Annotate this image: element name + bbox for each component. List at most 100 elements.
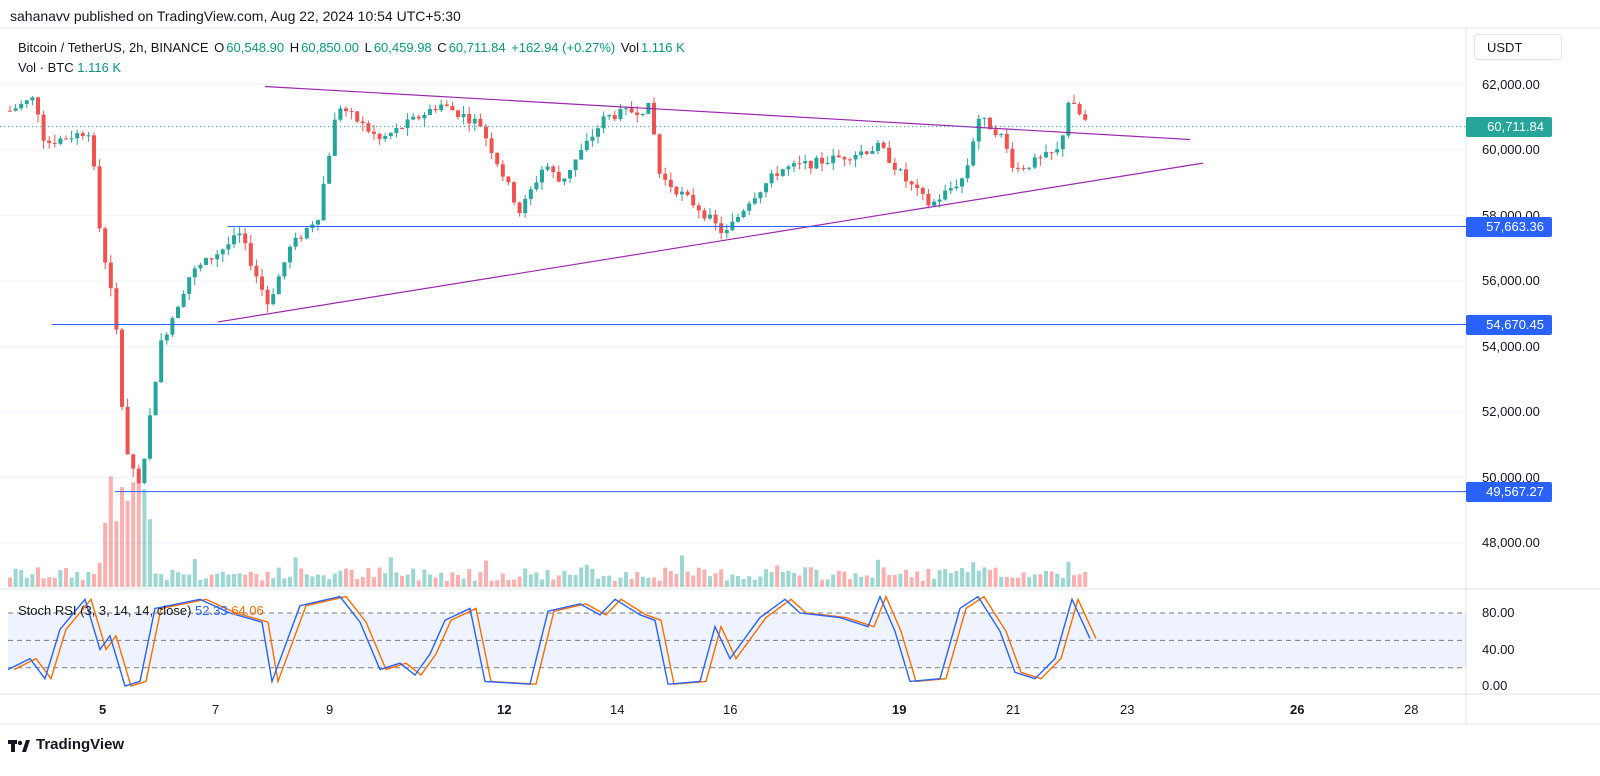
candle-body [232, 235, 236, 245]
time-axis-label: 9 [326, 702, 334, 717]
volume-bar [36, 567, 40, 587]
volume-bar [388, 557, 393, 587]
price-axis-label: 56,000.00 [1482, 273, 1540, 288]
candle-body [825, 163, 830, 165]
volume-bar [97, 562, 102, 587]
volume-bar [590, 568, 595, 587]
candle-body [1032, 157, 1037, 168]
candle-body [512, 182, 516, 203]
volume-bar [170, 569, 175, 587]
candle-body [316, 220, 320, 225]
volume-bar [831, 574, 836, 587]
currency-button[interactable]: USDT [1474, 34, 1562, 60]
volume-bar [506, 579, 511, 587]
candle-body [842, 157, 847, 160]
volume-bar [433, 577, 438, 587]
candle-body [299, 237, 304, 239]
volume-bar [842, 571, 847, 587]
volume-bar [8, 577, 12, 587]
volume-bar [937, 570, 942, 587]
candle-body [52, 143, 57, 145]
candle-body [848, 159, 852, 161]
candle-body [243, 233, 248, 244]
volume-bar [19, 570, 24, 587]
close-value: 60,711.84 [448, 40, 506, 55]
volume-bar [86, 571, 91, 587]
footer-brand[interactable]: TradingView [8, 736, 124, 753]
candle-body [439, 104, 444, 111]
volume-bar [411, 568, 416, 587]
volume-bar [299, 568, 304, 587]
candle-body [226, 244, 231, 250]
candle-body [708, 214, 712, 219]
candle-body [92, 135, 96, 167]
volume-bar [360, 577, 365, 587]
volume-bar [724, 580, 729, 587]
volume-bar [1010, 577, 1015, 587]
candle-body [797, 163, 802, 165]
candle-body [635, 112, 640, 116]
candle-body [584, 140, 589, 150]
candle-body [500, 164, 505, 177]
volume-bar [372, 577, 376, 587]
candle-body [960, 178, 964, 187]
candle-body [663, 173, 668, 180]
candle-body [388, 133, 393, 136]
candle-body [304, 227, 309, 239]
close-key: C [437, 40, 447, 55]
volume-bar [276, 567, 281, 587]
candle-body [736, 216, 740, 222]
candle-body [282, 262, 287, 277]
volume-bar [332, 573, 337, 587]
volume-bar [489, 580, 494, 587]
candle-body [288, 246, 292, 263]
high-key: H [289, 40, 300, 55]
low-key: L [364, 40, 372, 55]
volume-bar [439, 572, 444, 587]
candle-body [876, 142, 880, 151]
candle-body [607, 115, 612, 117]
volume-bar [13, 568, 18, 587]
volume-bar [394, 572, 399, 587]
volume-bar [265, 571, 270, 587]
candle-body [764, 183, 768, 193]
candle-body [1060, 135, 1065, 150]
volume-bar [148, 519, 152, 587]
volume-bar [881, 567, 886, 587]
volume-bar [568, 574, 572, 587]
candle-body [30, 97, 35, 101]
volume-bar [75, 571, 80, 587]
volume-line-key[interactable]: Vol · BTC [18, 60, 74, 75]
volume-bar [30, 574, 35, 587]
rsi-k-value: 52.33 [195, 603, 228, 618]
rsi-title[interactable]: Stoch RSI (3, 3, 14, 14, close) [18, 603, 192, 618]
volume-bar [674, 573, 679, 587]
brand-name: TradingView [36, 736, 125, 753]
volume-bar [321, 575, 326, 587]
volume-bar [69, 577, 74, 587]
symbol-title[interactable]: Bitcoin / TetherUS, 2h, BINANCE [18, 40, 209, 55]
volume-bar [814, 569, 819, 587]
candle-body [870, 150, 875, 154]
candle-body [215, 254, 220, 260]
candle-body [1021, 168, 1026, 170]
volume-bar [904, 569, 908, 587]
volume-bar [680, 555, 684, 587]
volume-bar [652, 577, 656, 587]
volume-bar [349, 569, 354, 587]
volume-bar [758, 576, 763, 587]
volume-bar [444, 580, 449, 587]
volume-bar [691, 575, 696, 587]
volume-bar [192, 558, 197, 587]
volume-bar [58, 570, 63, 587]
volume-value: 1.116 K [640, 40, 685, 55]
volume-bar [870, 577, 875, 587]
candle-body [780, 169, 785, 176]
volume-bar [624, 572, 628, 587]
candle-body [372, 131, 376, 134]
volume-bar [517, 576, 522, 587]
candle-body [131, 454, 136, 469]
volume-bar [1083, 571, 1088, 587]
volume-bar [1049, 571, 1054, 587]
